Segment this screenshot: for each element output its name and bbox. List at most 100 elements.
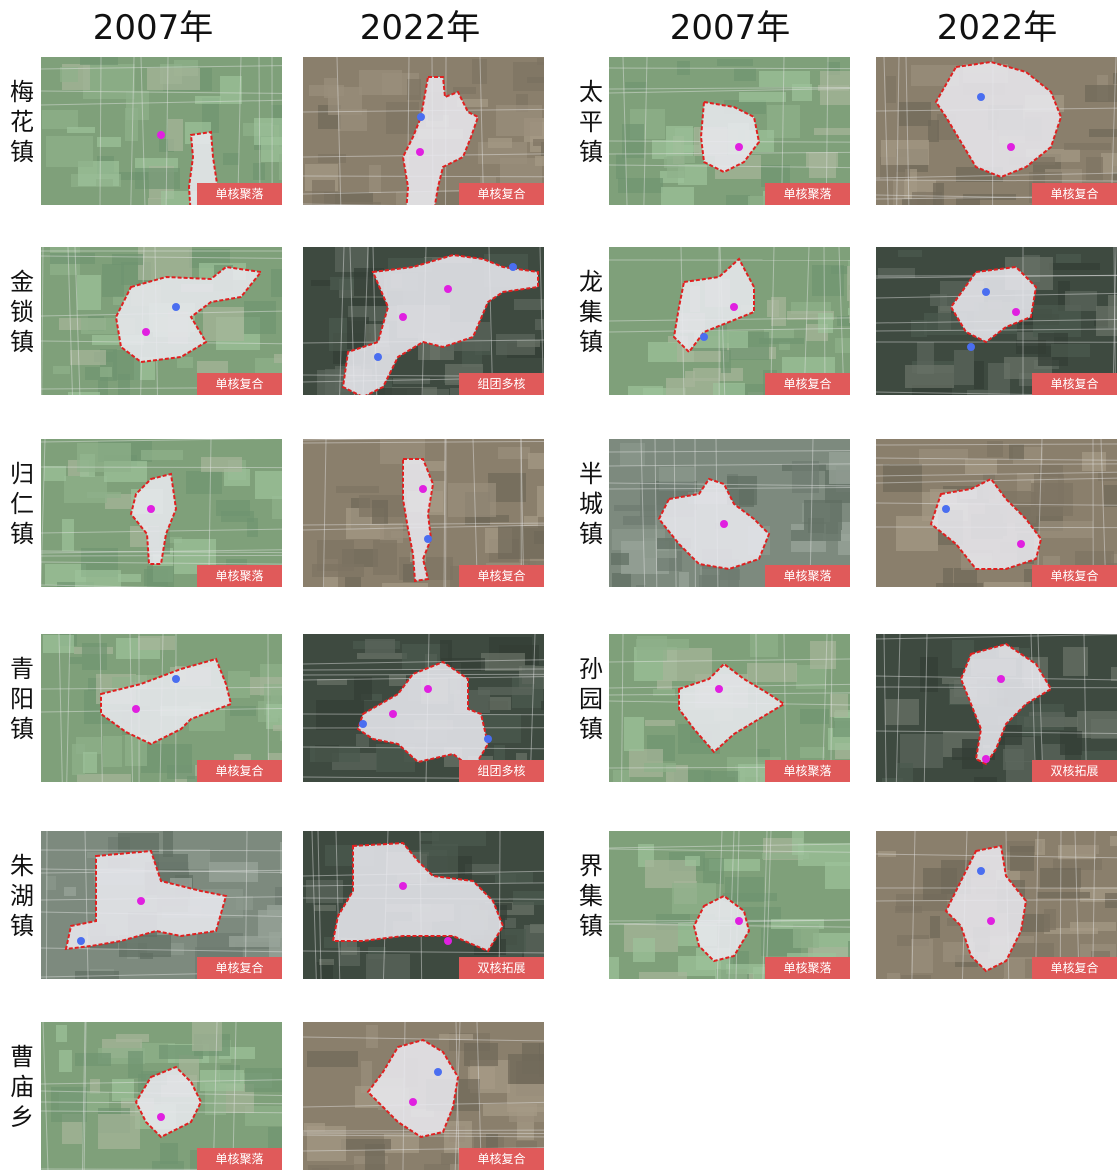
map-panel-2022: 双核拓展 (876, 634, 1117, 782)
secondary-core-marker (359, 720, 367, 728)
pattern-badge: 组团多核 (459, 760, 544, 782)
map-panel-2007: 单核聚落 (609, 831, 850, 979)
town-name-label: 半城镇 (571, 459, 611, 549)
town-name-char: 镇 (579, 137, 603, 167)
map-panel-2007: 单核复合 (41, 247, 282, 395)
town-name-char: 乡 (10, 1102, 34, 1132)
secondary-core-marker (977, 867, 985, 875)
primary-core-marker (419, 485, 427, 493)
pattern-badge: 单核聚落 (197, 1148, 282, 1170)
map-panel-2007: 单核聚落 (41, 439, 282, 587)
pattern-badge: 单核复合 (197, 760, 282, 782)
pattern-badge: 单核复合 (1032, 373, 1117, 395)
town-name-char: 庙 (10, 1072, 34, 1102)
map-panel-2007: 单核复合 (41, 634, 282, 782)
primary-core-marker (142, 328, 150, 336)
primary-core-marker (982, 755, 990, 763)
town-name-label: 界集镇 (571, 851, 611, 941)
pattern-badge: 单核复合 (197, 373, 282, 395)
town-name-label: 梅花镇 (2, 77, 42, 167)
pattern-badge: 单核复合 (1032, 957, 1117, 979)
map-panel-2007: 单核聚落 (609, 57, 850, 205)
town-name-label: 太平镇 (571, 77, 611, 167)
pattern-badge: 单核复合 (765, 373, 850, 395)
town-name-char: 仁 (10, 489, 34, 519)
town-name-label: 青阳镇 (2, 654, 42, 744)
town-name-char: 镇 (10, 714, 34, 744)
primary-core-marker (730, 303, 738, 311)
map-panel-2022: 单核复合 (876, 439, 1117, 587)
primary-core-marker (735, 917, 743, 925)
pattern-badge: 单核复合 (197, 957, 282, 979)
pattern-badge: 单核聚落 (197, 183, 282, 205)
map-panel-2022: 单核复合 (876, 247, 1117, 395)
secondary-core-marker (942, 505, 950, 513)
town-name-char: 镇 (10, 137, 34, 167)
town-name-label: 龙集镇 (571, 267, 611, 357)
pattern-badge: 单核聚落 (765, 957, 850, 979)
town-name-char: 归 (10, 459, 34, 489)
primary-core-marker (137, 897, 145, 905)
town-name-char: 镇 (579, 911, 603, 941)
header-2022-left: 2022年 (295, 8, 545, 48)
secondary-core-marker (417, 113, 425, 121)
town-name-char: 朱 (10, 851, 34, 881)
primary-core-marker (1012, 308, 1020, 316)
primary-core-marker (735, 143, 743, 151)
pattern-badge: 双核拓展 (459, 957, 544, 979)
map-panel-2022: 单核复合 (876, 831, 1117, 979)
town-name-char: 湖 (10, 881, 34, 911)
map-panel-2007: 单核聚落 (609, 634, 850, 782)
pattern-badge: 单核复合 (459, 183, 544, 205)
town-name-label: 朱湖镇 (2, 851, 42, 941)
pattern-badge: 双核拓展 (1032, 760, 1117, 782)
primary-core-marker (444, 285, 452, 293)
town-name-char: 镇 (10, 327, 34, 357)
map-panel-2007: 单核聚落 (41, 1022, 282, 1170)
primary-core-marker (720, 520, 728, 528)
town-name-char: 花 (10, 107, 34, 137)
town-name-char: 镇 (10, 519, 34, 549)
town-name-char: 镇 (10, 911, 34, 941)
town-name-char: 阳 (10, 684, 34, 714)
primary-core-marker (157, 1113, 165, 1121)
pattern-badge: 单核复合 (459, 1148, 544, 1170)
town-name-char: 园 (579, 684, 603, 714)
pattern-badge: 单核聚落 (765, 565, 850, 587)
secondary-core-marker (172, 303, 180, 311)
town-name-char: 孙 (579, 654, 603, 684)
primary-core-marker (399, 313, 407, 321)
primary-core-marker (409, 1098, 417, 1106)
town-name-char: 曹 (10, 1042, 34, 1072)
pattern-badge: 单核复合 (1032, 183, 1117, 205)
town-name-char: 半 (579, 459, 603, 489)
map-panel-2007: 单核聚落 (609, 439, 850, 587)
secondary-core-marker (434, 1068, 442, 1076)
header-2007-left: 2007年 (28, 8, 278, 48)
map-panel-2022: 单核复合 (303, 439, 544, 587)
secondary-core-marker (967, 343, 975, 351)
map-panel-2007: 单核复合 (41, 831, 282, 979)
secondary-core-marker (484, 735, 492, 743)
primary-core-marker (424, 685, 432, 693)
pattern-badge: 单核复合 (1032, 565, 1117, 587)
primary-core-marker (132, 705, 140, 713)
town-name-char: 龙 (579, 267, 603, 297)
map-panel-2007: 单核复合 (609, 247, 850, 395)
pattern-badge: 单核聚落 (765, 760, 850, 782)
map-panel-2022: 组团多核 (303, 634, 544, 782)
secondary-core-marker (509, 263, 517, 271)
primary-core-marker (157, 131, 165, 139)
primary-core-marker (147, 505, 155, 513)
town-name-label: 孙园镇 (571, 654, 611, 744)
primary-core-marker (399, 882, 407, 890)
header-2022-right: 2022年 (872, 8, 1120, 48)
map-panel-2022: 单核复合 (303, 1022, 544, 1170)
secondary-core-marker (424, 535, 432, 543)
pattern-badge: 组团多核 (459, 373, 544, 395)
pattern-badge: 单核聚落 (765, 183, 850, 205)
pattern-badge: 单核聚落 (197, 565, 282, 587)
header-2007-right: 2007年 (605, 8, 855, 48)
town-name-char: 城 (579, 489, 603, 519)
town-name-char: 金 (10, 267, 34, 297)
